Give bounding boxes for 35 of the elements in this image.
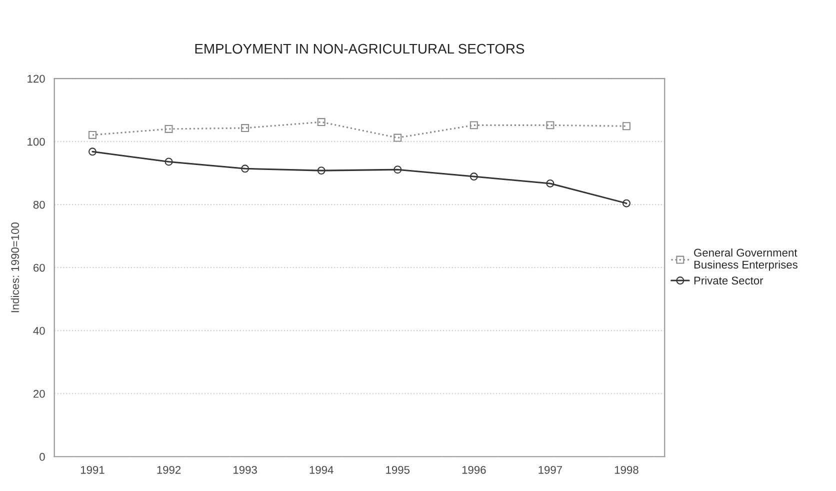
point — [241, 164, 250, 173]
y-tick-label: 100 — [28, 138, 45, 146]
point — [317, 166, 326, 175]
point — [546, 179, 554, 188]
point — [88, 130, 96, 139]
point — [394, 134, 402, 142]
point — [88, 148, 96, 156]
y-tick-label: 40 — [33, 326, 45, 335]
x-tick-label: 1997 — [538, 466, 562, 474]
y-tick-label: 80 — [33, 200, 45, 209]
x-tick-label: 1998 — [614, 466, 638, 474]
y-tick-label: 120 — [28, 74, 45, 83]
x-tick-label: 1993 — [234, 466, 257, 474]
legend-label: Private Sector — [694, 276, 764, 285]
point — [394, 166, 402, 174]
point — [241, 124, 250, 132]
y-axis-title: Indices: 1990=100 — [10, 222, 20, 312]
y-tick-label: 60 — [34, 264, 45, 272]
y-tick-label: 0 — [40, 452, 45, 461]
legend-label: General Government Business Enterprises — [694, 248, 798, 271]
point — [470, 121, 478, 130]
chart-title: EMPLOYMENT IN NON-AGRICULTURAL SECTORS — [195, 44, 524, 54]
point — [622, 122, 630, 130]
point — [622, 199, 630, 208]
x-tick-label: 1992 — [157, 466, 181, 474]
x-tick-label: 1994 — [310, 466, 334, 474]
y-tick-label: 20 — [34, 390, 45, 398]
x-tick-label: 1991 — [80, 466, 104, 474]
point — [470, 172, 478, 181]
x-tick-label: 1995 — [386, 466, 410, 474]
point — [546, 121, 554, 130]
point — [164, 158, 173, 166]
x-tick-label: 1996 — [462, 466, 486, 474]
point — [317, 118, 326, 126]
point — [164, 124, 173, 133]
